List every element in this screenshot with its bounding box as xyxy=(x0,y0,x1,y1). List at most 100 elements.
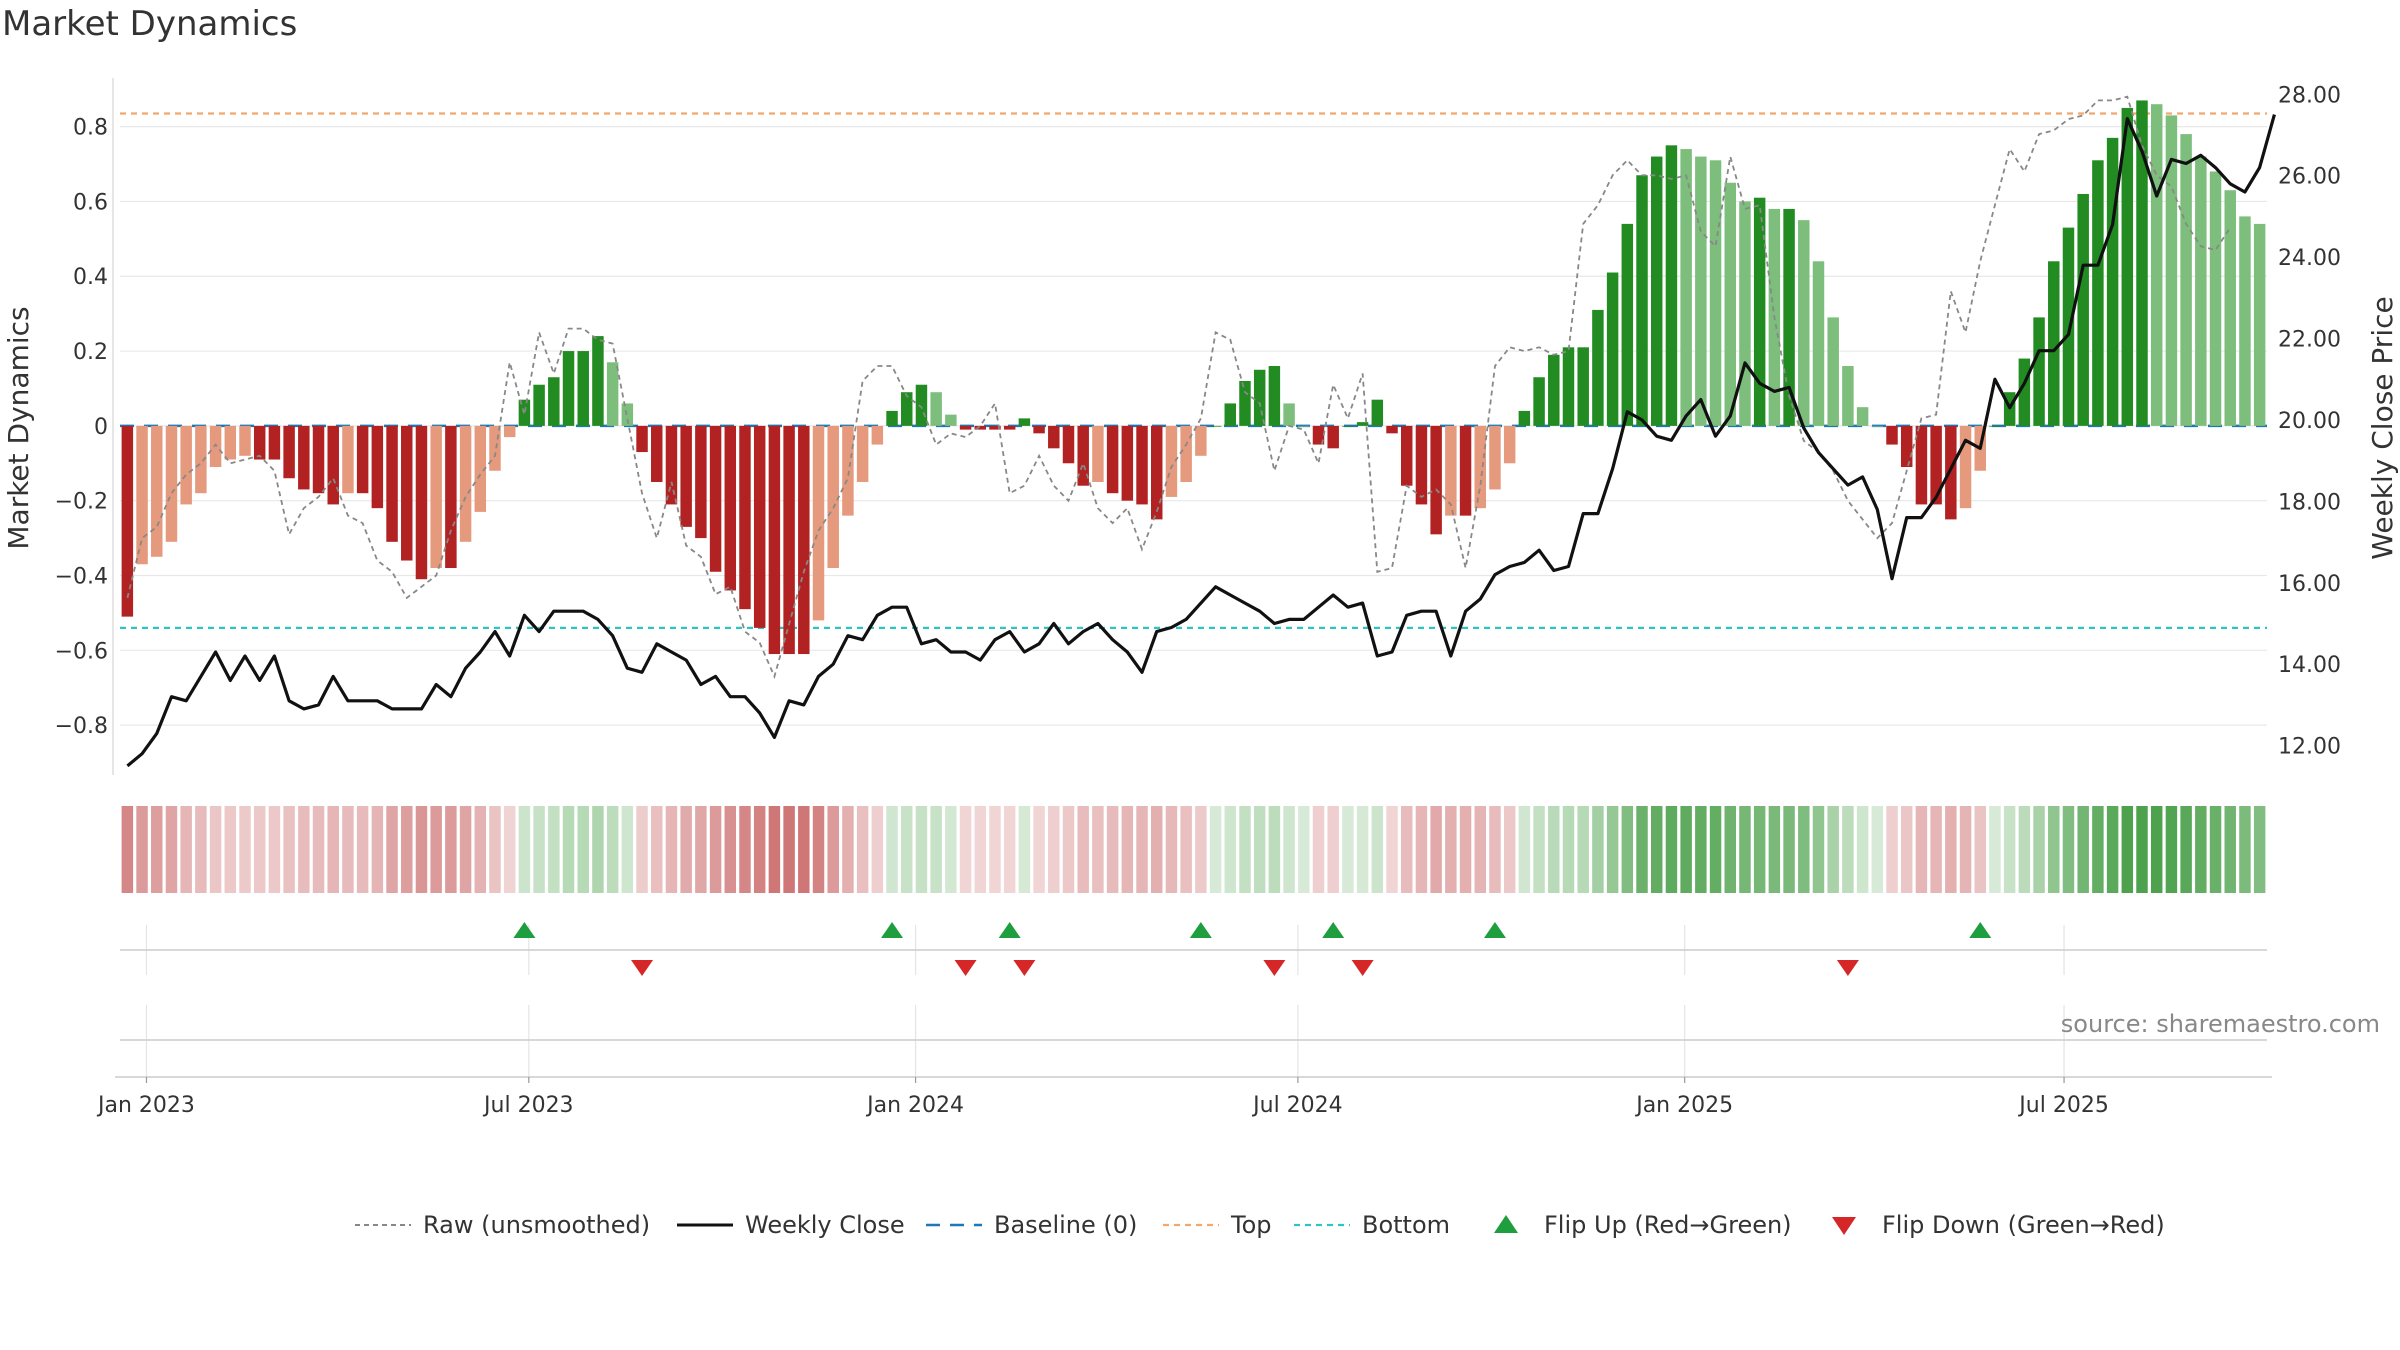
dynamics-bar xyxy=(1489,425,1501,490)
dynamics-bar xyxy=(445,425,457,569)
heat-cell xyxy=(695,806,707,893)
heat-cell xyxy=(415,806,428,893)
heat-cell xyxy=(959,806,972,893)
dynamics-bar xyxy=(562,351,575,426)
heat-cell xyxy=(1945,806,1957,893)
dynamics-bar xyxy=(783,425,795,655)
dynamics-bar xyxy=(1327,425,1339,449)
heat-cell xyxy=(1459,806,1472,893)
heat-cell xyxy=(974,806,987,893)
heat-cell xyxy=(1268,806,1281,893)
y2-tick-label: 14.00 xyxy=(2278,653,2341,678)
dynamics-bar xyxy=(592,336,604,426)
heat-cell xyxy=(1371,806,1384,893)
heat-cell xyxy=(798,806,810,893)
dynamics-bars xyxy=(121,100,2266,655)
heat-cell xyxy=(577,806,589,893)
dynamics-bar xyxy=(1180,425,1192,482)
dynamics-bar xyxy=(695,425,707,539)
heat-cell xyxy=(283,806,295,893)
heat-cell xyxy=(1386,806,1398,893)
dynamics-bar xyxy=(1533,377,1545,426)
y-tick-label: 0 xyxy=(94,415,108,440)
heat-cell xyxy=(1548,806,1560,893)
heat-cell xyxy=(901,806,913,893)
heat-cell xyxy=(1136,806,1148,893)
heat-cell xyxy=(342,806,354,893)
y2-tick-label: 22.00 xyxy=(2278,328,2341,353)
heat-cell xyxy=(783,806,795,893)
heat-cell xyxy=(1430,806,1442,893)
dynamics-bar xyxy=(1386,425,1398,434)
dynamics-bar xyxy=(856,425,869,482)
heat-cell xyxy=(636,806,648,893)
dynamics-bar xyxy=(1724,182,1736,426)
heat-cell xyxy=(753,806,766,893)
heat-cell xyxy=(1812,806,1825,893)
dynamics-bar xyxy=(224,425,237,460)
flip-up-marker xyxy=(1969,922,1992,938)
dynamics-bar xyxy=(2033,317,2045,426)
legend: Raw (unsmoothed) Weekly Close Baseline (0)… xyxy=(355,1211,2165,1239)
dynamics-bar xyxy=(709,425,722,572)
heat-cell xyxy=(680,806,692,893)
dynamics-bar xyxy=(1871,425,1884,427)
dynamics-bar xyxy=(2253,223,2266,426)
dynamics-bar xyxy=(1312,425,1325,445)
heat-cell xyxy=(1959,806,1972,893)
heat-cell xyxy=(1180,806,1192,893)
heat-cell xyxy=(1209,806,1222,893)
dynamics-bar xyxy=(606,362,619,426)
flip-up-marker xyxy=(1189,922,1212,938)
dynamics-bar xyxy=(1503,425,1516,464)
heat-cell xyxy=(2165,806,2178,893)
y2-tick-label: 26.00 xyxy=(2278,165,2341,190)
heat-cell xyxy=(2224,806,2236,893)
legend-label: Baseline (0) xyxy=(994,1211,1137,1239)
dynamics-bar xyxy=(1298,425,1310,427)
heat-cell xyxy=(1842,806,1854,893)
heat-cell xyxy=(2136,806,2148,893)
heat-cell xyxy=(2077,806,2089,893)
dynamics-bar xyxy=(1959,425,1972,509)
dynamics-bar xyxy=(327,425,339,505)
heat-cell xyxy=(2048,806,2060,893)
dynamics-bar xyxy=(768,425,781,655)
heat-cell xyxy=(1739,806,1751,893)
dynamics-bar xyxy=(2150,104,2163,426)
x-tick-label: Jul 2023 xyxy=(482,1093,574,1118)
dynamics-bar xyxy=(1018,418,1031,426)
dynamics-bar xyxy=(2062,227,2075,426)
heat-cell xyxy=(1474,806,1486,893)
dynamics-bar xyxy=(1650,156,1663,426)
heat-cell xyxy=(606,806,619,893)
dynamics-bar xyxy=(548,377,560,426)
dynamics-bar xyxy=(430,425,442,569)
dynamics-bar xyxy=(1106,425,1119,494)
heat-cell xyxy=(592,806,604,893)
dynamics-bar xyxy=(1856,407,1869,426)
x-tick-label: Jan 2024 xyxy=(865,1093,964,1118)
heat-cell xyxy=(401,806,413,893)
heat-cell xyxy=(1886,806,1898,893)
heat-cell xyxy=(268,806,281,893)
heat-cell xyxy=(2195,806,2207,893)
dynamics-bar xyxy=(1886,425,1898,445)
heat-cell xyxy=(195,806,207,893)
dynamics-bar xyxy=(1136,425,1148,505)
heat-cell xyxy=(1636,806,1648,893)
dynamics-bar xyxy=(1459,425,1472,516)
dynamics-bar xyxy=(636,425,648,453)
dynamics-bar xyxy=(1239,380,1251,426)
dynamics-bar xyxy=(1592,309,1604,426)
dynamics-bar xyxy=(1636,175,1648,426)
y-tick-label: −0.4 xyxy=(55,564,108,589)
dynamics-bar xyxy=(1092,425,1104,482)
heat-cell xyxy=(371,806,384,893)
heat-cell xyxy=(1621,806,1634,893)
dynamics-bar xyxy=(342,425,354,494)
heat-cell xyxy=(1106,806,1119,893)
weekly-close-layer xyxy=(126,114,2276,768)
dynamics-bar xyxy=(2136,100,2148,426)
dynamics-bar xyxy=(2209,171,2222,426)
